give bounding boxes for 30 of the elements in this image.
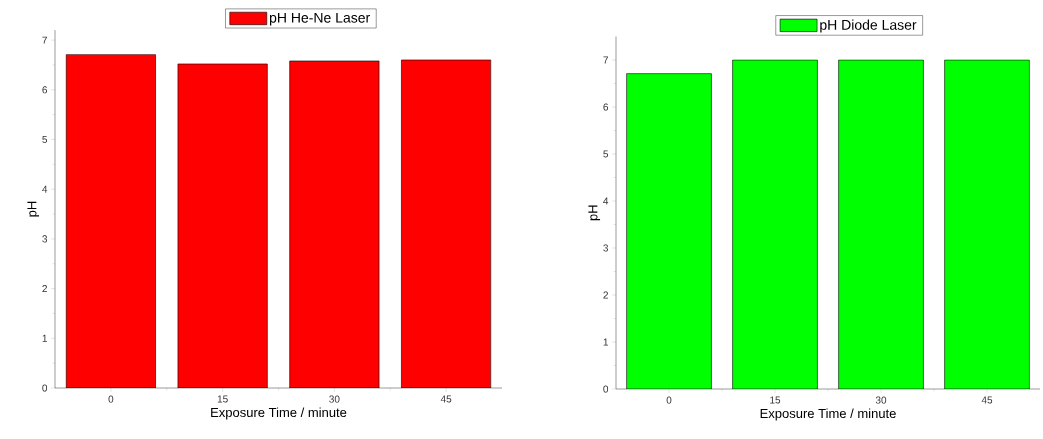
- y-tick-label: 4: [42, 185, 48, 193]
- y-tick-label: 1: [603, 338, 608, 346]
- y-tick-label: 7: [603, 56, 608, 64]
- y-tick-label: 3: [603, 244, 609, 252]
- y-tick-label: 1: [42, 334, 47, 342]
- x-tick-label: 15: [217, 395, 228, 403]
- x-axis-title: Exposure Time / minute: [760, 408, 896, 421]
- x-tick-label: 45: [440, 395, 452, 403]
- series-label: pH Diode Laser: [820, 19, 917, 33]
- y-tick-label: 6: [603, 103, 609, 111]
- x-tick-label: 15: [770, 396, 781, 404]
- y-tick-label: 2: [603, 291, 608, 299]
- x-axis-title: Exposure Time / minute: [211, 407, 347, 420]
- x-tick-label: 30: [875, 396, 887, 404]
- y-tick-label: 7: [42, 36, 47, 44]
- x-tick-label: 30: [329, 395, 340, 403]
- y-tick-label: 2: [42, 285, 47, 293]
- y-axis-title: pH: [588, 205, 601, 221]
- x-tick-label: 45: [981, 396, 993, 404]
- text: pH He-Ne Laser: [269, 12, 370, 26]
- x-tick-label: 0: [108, 395, 114, 403]
- y-tick-label: 5: [603, 150, 609, 158]
- y-tick-label: 0: [603, 385, 609, 393]
- y-tick-label: 3: [42, 235, 48, 243]
- y-tick-label: 0: [42, 384, 48, 392]
- x-tick-label: 0: [666, 396, 672, 404]
- y-tick-label: 6: [42, 86, 48, 94]
- y-tick-label: 5: [42, 136, 48, 143]
- y-tick-label: 4: [603, 197, 609, 205]
- y-axis-title: pH: [27, 201, 40, 217]
